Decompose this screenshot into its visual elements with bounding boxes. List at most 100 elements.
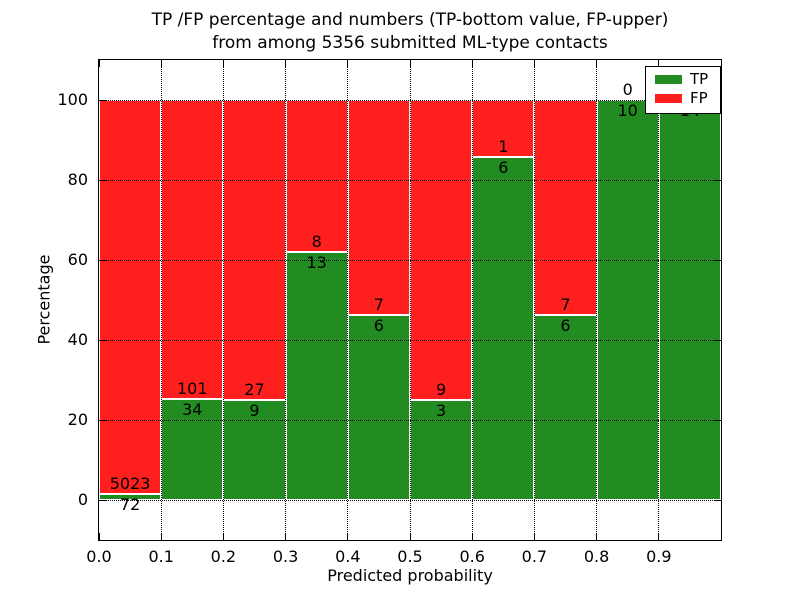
y-tick-label-100: 100 (57, 90, 88, 109)
x-tick-bottom-0.1 (160, 533, 162, 540)
x-tick-top-0.7 (533, 60, 535, 67)
y-tick-left-100 (99, 99, 106, 101)
bar-count-label-tp-6: 6 (498, 158, 509, 178)
bar-count-label-fp-1: 101 (177, 379, 208, 399)
bar-count-label-tp-4: 6 (373, 316, 384, 336)
x-tick-bottom-0.4 (347, 533, 349, 540)
legend: TP FP (645, 66, 721, 114)
bar-count-label-fp-5: 9 (436, 380, 447, 399)
y-tick-right-20 (714, 419, 721, 421)
y-tick-right-40 (714, 339, 721, 341)
x-tick-top-0.2 (222, 60, 224, 67)
y-tick-label-60: 60 (67, 250, 88, 269)
tp-swatch-icon (655, 74, 682, 84)
y-tick-left-80 (99, 179, 106, 181)
y-tick-left-40 (99, 339, 106, 341)
bar-segment-tp-4 (347, 315, 410, 500)
legend-item-tp: TP (655, 70, 720, 88)
bar-segment-tp-2 (223, 400, 286, 500)
x-tick-label-0.0: 0.0 (86, 547, 112, 566)
x-tick-top-0.5 (409, 60, 411, 67)
legend-label-tp: TP (690, 70, 709, 88)
bar-segment-fp-4 (347, 100, 410, 316)
x-tick-bottom-0.7 (533, 533, 535, 540)
bar-segment-fp-0 (99, 100, 162, 495)
v-gridline-0.8 (596, 60, 598, 540)
bar-count-label-fp-4: 7 (373, 295, 384, 315)
bar-segment-tp-6 (472, 157, 535, 500)
y-tick-right-0 (714, 499, 721, 501)
bar-count-label-tp-7: 6 (560, 316, 571, 336)
bar-segment-tp-9 (658, 100, 721, 500)
y-tick-label-20: 20 (67, 410, 88, 429)
v-gridline-0.9 (658, 60, 660, 540)
bar-segment-fp-7 (534, 100, 597, 316)
bar-count-label-tp-2: 9 (249, 401, 260, 420)
x-tick-label-0.8: 0.8 (583, 547, 610, 566)
legend-label-fp: FP (690, 89, 708, 107)
chart-title-line2: from among 5356 submitted ML-type contac… (212, 33, 608, 53)
x-tick-label-0.5: 0.5 (397, 547, 423, 566)
bar-segment-tp-7 (534, 315, 597, 500)
x-tick-bottom-0.8 (596, 533, 598, 540)
v-gridline-0.5 (409, 60, 411, 540)
bar-count-label-tp-8: 10 (617, 101, 638, 120)
x-tick-top-0.0 (98, 60, 100, 67)
x-tick-label-0.6: 0.6 (459, 547, 485, 566)
x-tick-label-0.3: 0.3 (272, 547, 299, 566)
y-tick-left-0 (99, 499, 106, 501)
bar-count-label-fp-8: 0 (622, 80, 633, 99)
x-tick-label-0.7: 0.7 (521, 547, 548, 566)
x-tick-label-0.2: 0.2 (210, 547, 237, 566)
x-tick-bottom-0.6 (471, 533, 473, 540)
bar-count-label-fp-6: 1 (498, 137, 509, 157)
bar-count-label-tp-3: 13 (306, 253, 327, 273)
plot-area: 5023721013427981376931676010014 (98, 60, 721, 540)
bar-segment-tp-5 (410, 400, 473, 500)
x-tick-label-0.4: 0.4 (335, 547, 361, 566)
bar-segment-fp-6 (472, 100, 535, 158)
v-gridline-0.7 (533, 60, 535, 540)
y-tick-left-20 (99, 419, 106, 421)
plot-frame: 5023721013427981376931676010014 (98, 59, 722, 541)
v-gridline-0.4 (347, 60, 349, 540)
bar-count-label-fp-7: 7 (560, 295, 571, 315)
x-tick-top-0.1 (160, 60, 162, 67)
v-gridline-0.2 (222, 60, 224, 540)
bar-count-label-fp-0: 5023 (109, 474, 151, 494)
bar-segment-tp-3 (285, 252, 348, 500)
x-tick-top-0.3 (285, 60, 287, 67)
y-tick-label-40: 40 (67, 330, 88, 349)
x-axis-label: Predicted probability (327, 566, 493, 585)
bar-count-label-tp-0: 72 (119, 495, 141, 515)
v-gridline-0.3 (285, 60, 287, 540)
x-tick-bottom-0.5 (409, 533, 411, 540)
bar-count-label-tp-1: 34 (182, 400, 203, 420)
x-tick-label-0.1: 0.1 (148, 547, 174, 566)
v-gridline-0.6 (471, 60, 473, 540)
x-tick-bottom-0.9 (658, 533, 660, 540)
bar-count-label-fp-3: 8 (311, 232, 322, 252)
x-tick-bottom-0.0 (98, 533, 100, 540)
x-tick-top-0.8 (596, 60, 598, 67)
x-tick-top-0.4 (347, 60, 349, 67)
bar-segment-fp-1 (161, 100, 224, 400)
bar-count-label-tp-5: 3 (436, 401, 447, 420)
x-tick-top-0.6 (471, 60, 473, 67)
x-tick-top-0.9 (658, 60, 660, 67)
bar-count-label-fp-2: 27 (244, 380, 265, 399)
chart-title: TP /FP percentage and numbers (TP-bottom… (99, 9, 721, 55)
y-tick-label-0: 0 (77, 490, 88, 509)
y-axis-label: Percentage (34, 254, 54, 345)
bar-segment-fp-2 (223, 100, 286, 400)
y-tick-label-80: 80 (67, 170, 88, 189)
bar-segment-fp-3 (285, 100, 348, 253)
y-tick-right-60 (714, 259, 721, 261)
bar-segment-fp-5 (410, 100, 473, 400)
legend-item-fp: FP (655, 89, 720, 107)
x-tick-label-0.9: 0.9 (646, 547, 672, 566)
y-tick-right-80 (714, 179, 721, 181)
chart-title-line1: TP /FP percentage and numbers (TP-bottom… (151, 10, 669, 30)
v-gridline-0.1 (160, 60, 162, 540)
